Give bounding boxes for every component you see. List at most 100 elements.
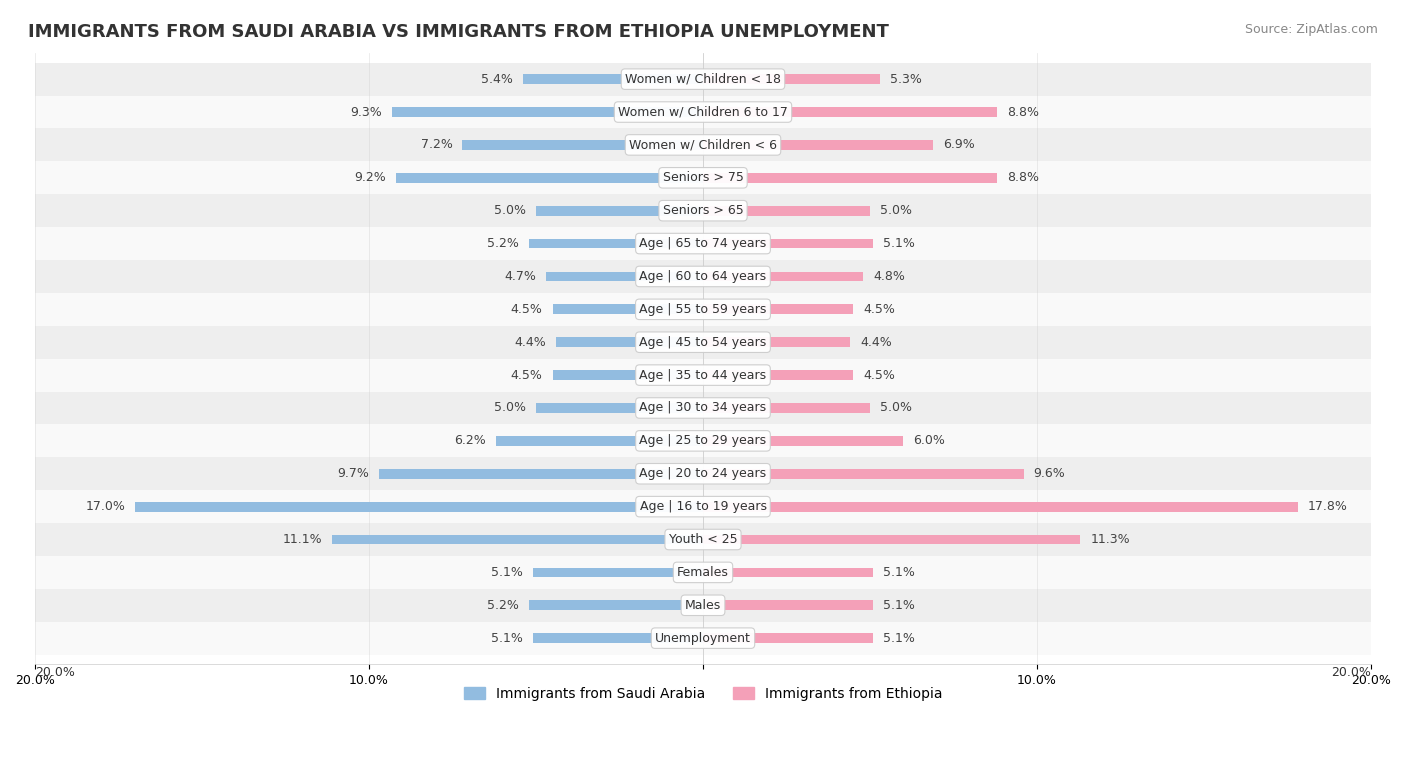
Text: Unemployment: Unemployment bbox=[655, 631, 751, 645]
Bar bbox=[1, 359, 1405, 391]
Text: 9.6%: 9.6% bbox=[1033, 467, 1066, 480]
Text: 4.4%: 4.4% bbox=[515, 335, 546, 349]
Text: 9.2%: 9.2% bbox=[354, 171, 385, 184]
Text: 7.2%: 7.2% bbox=[420, 139, 453, 151]
Text: 20.0%: 20.0% bbox=[35, 666, 75, 679]
Bar bbox=[703, 206, 870, 216]
Bar bbox=[1, 621, 1405, 655]
Text: 17.0%: 17.0% bbox=[86, 500, 125, 513]
Bar bbox=[553, 304, 703, 314]
Bar bbox=[703, 238, 873, 248]
Text: Age | 60 to 64 years: Age | 60 to 64 years bbox=[640, 270, 766, 283]
Text: Seniors > 65: Seniors > 65 bbox=[662, 204, 744, 217]
Text: Age | 20 to 24 years: Age | 20 to 24 years bbox=[640, 467, 766, 480]
Text: Age | 16 to 19 years: Age | 16 to 19 years bbox=[640, 500, 766, 513]
Bar bbox=[1, 129, 1405, 161]
Bar bbox=[380, 469, 703, 478]
Text: 9.3%: 9.3% bbox=[350, 105, 382, 119]
Bar bbox=[529, 600, 703, 610]
Bar bbox=[1, 195, 1405, 227]
Text: 5.4%: 5.4% bbox=[481, 73, 513, 86]
Text: 4.5%: 4.5% bbox=[510, 303, 543, 316]
Text: 5.1%: 5.1% bbox=[491, 566, 523, 579]
Text: 8.8%: 8.8% bbox=[1007, 171, 1039, 184]
Text: 5.0%: 5.0% bbox=[880, 204, 912, 217]
Bar bbox=[1, 556, 1405, 589]
Bar bbox=[703, 568, 873, 578]
Text: 5.0%: 5.0% bbox=[494, 401, 526, 415]
Bar bbox=[703, 469, 1024, 478]
Text: Women w/ Children < 6: Women w/ Children < 6 bbox=[628, 139, 778, 151]
Bar bbox=[703, 272, 863, 282]
Bar bbox=[1, 95, 1405, 129]
Bar bbox=[1, 326, 1405, 359]
Text: 11.1%: 11.1% bbox=[283, 533, 322, 546]
Legend: Immigrants from Saudi Arabia, Immigrants from Ethiopia: Immigrants from Saudi Arabia, Immigrants… bbox=[458, 681, 948, 706]
Text: 5.1%: 5.1% bbox=[883, 237, 915, 250]
Bar bbox=[533, 634, 703, 643]
Text: Age | 25 to 29 years: Age | 25 to 29 years bbox=[640, 435, 766, 447]
Bar bbox=[135, 502, 703, 512]
Bar bbox=[553, 370, 703, 380]
Bar bbox=[332, 534, 703, 544]
Bar bbox=[703, 74, 880, 84]
Text: 17.8%: 17.8% bbox=[1308, 500, 1347, 513]
Bar bbox=[529, 238, 703, 248]
Text: 9.7%: 9.7% bbox=[337, 467, 368, 480]
Bar bbox=[1, 293, 1405, 326]
Text: Seniors > 75: Seniors > 75 bbox=[662, 171, 744, 184]
Text: 5.1%: 5.1% bbox=[883, 566, 915, 579]
Bar bbox=[703, 534, 1080, 544]
Bar bbox=[703, 173, 997, 182]
Bar bbox=[703, 370, 853, 380]
Text: 5.1%: 5.1% bbox=[883, 631, 915, 645]
Text: Age | 65 to 74 years: Age | 65 to 74 years bbox=[640, 237, 766, 250]
Bar bbox=[546, 272, 703, 282]
Text: 8.8%: 8.8% bbox=[1007, 105, 1039, 119]
Bar bbox=[703, 600, 873, 610]
Text: Women w/ Children 6 to 17: Women w/ Children 6 to 17 bbox=[619, 105, 787, 119]
Text: 5.1%: 5.1% bbox=[491, 631, 523, 645]
Text: 4.4%: 4.4% bbox=[860, 335, 891, 349]
Text: Women w/ Children < 18: Women w/ Children < 18 bbox=[626, 73, 780, 86]
Text: 5.0%: 5.0% bbox=[494, 204, 526, 217]
Text: 5.3%: 5.3% bbox=[890, 73, 922, 86]
Text: 4.5%: 4.5% bbox=[510, 369, 543, 382]
Text: 5.2%: 5.2% bbox=[488, 599, 519, 612]
Bar bbox=[1, 391, 1405, 425]
Text: 4.5%: 4.5% bbox=[863, 303, 896, 316]
Text: 4.5%: 4.5% bbox=[863, 369, 896, 382]
Bar bbox=[1, 260, 1405, 293]
Text: 20.0%: 20.0% bbox=[1331, 666, 1371, 679]
Text: Youth < 25: Youth < 25 bbox=[669, 533, 737, 546]
Text: 5.0%: 5.0% bbox=[880, 401, 912, 415]
Bar bbox=[395, 173, 703, 182]
Bar bbox=[536, 403, 703, 413]
Bar bbox=[703, 140, 934, 150]
Bar bbox=[1, 425, 1405, 457]
Bar bbox=[1, 457, 1405, 491]
Bar bbox=[703, 107, 997, 117]
Bar bbox=[536, 206, 703, 216]
Text: IMMIGRANTS FROM SAUDI ARABIA VS IMMIGRANTS FROM ETHIOPIA UNEMPLOYMENT: IMMIGRANTS FROM SAUDI ARABIA VS IMMIGRAN… bbox=[28, 23, 889, 41]
Bar bbox=[703, 403, 870, 413]
Bar bbox=[392, 107, 703, 117]
Bar bbox=[1, 523, 1405, 556]
Text: Age | 35 to 44 years: Age | 35 to 44 years bbox=[640, 369, 766, 382]
Bar bbox=[703, 634, 873, 643]
Bar bbox=[463, 140, 703, 150]
Bar bbox=[523, 74, 703, 84]
Text: Age | 30 to 34 years: Age | 30 to 34 years bbox=[640, 401, 766, 415]
Bar bbox=[703, 436, 904, 446]
Text: Source: ZipAtlas.com: Source: ZipAtlas.com bbox=[1244, 23, 1378, 36]
Bar bbox=[1, 63, 1405, 95]
Text: 6.2%: 6.2% bbox=[454, 435, 486, 447]
Text: Females: Females bbox=[678, 566, 728, 579]
Text: 5.2%: 5.2% bbox=[488, 237, 519, 250]
Text: 4.8%: 4.8% bbox=[873, 270, 905, 283]
Bar bbox=[703, 502, 1298, 512]
Bar bbox=[703, 304, 853, 314]
Bar bbox=[496, 436, 703, 446]
Bar bbox=[555, 338, 703, 347]
Bar bbox=[703, 338, 851, 347]
